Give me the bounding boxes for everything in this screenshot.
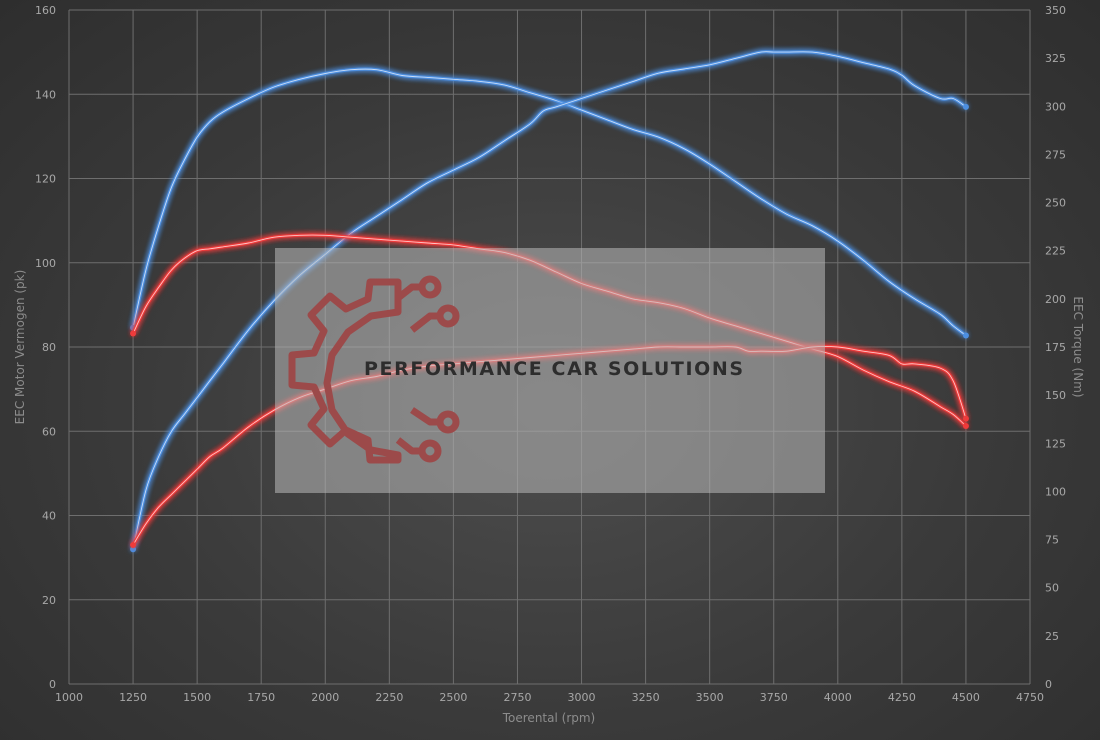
y-right-tick-label: 75 bbox=[1045, 534, 1059, 547]
y-left-tick-label: 0 bbox=[49, 678, 56, 691]
y-right-tick-label: 350 bbox=[1045, 4, 1066, 17]
x-tick-label: 2000 bbox=[311, 691, 339, 704]
series-start-point bbox=[130, 541, 137, 548]
y-right-tick-label: 250 bbox=[1045, 197, 1066, 210]
series bbox=[130, 50, 969, 553]
y-right-tick-label: 100 bbox=[1045, 485, 1066, 498]
series-end-point bbox=[962, 103, 969, 110]
y-axis-right-title: EEC Torque (Nm) bbox=[1071, 296, 1085, 397]
y-right-tick-label: 150 bbox=[1045, 389, 1066, 402]
y-right-tick-label: 225 bbox=[1045, 245, 1066, 258]
x-tick-label: 2250 bbox=[375, 691, 403, 704]
y-left-tick-label: 160 bbox=[35, 4, 56, 17]
series-end-point bbox=[962, 332, 969, 339]
x-tick-label: 1500 bbox=[183, 691, 211, 704]
y-right-tick-label: 200 bbox=[1045, 293, 1066, 306]
y-right-tick-label: 175 bbox=[1045, 341, 1066, 354]
y-right-tick-label: 125 bbox=[1045, 437, 1066, 450]
y-axis-right-ticks: 0 25 50 75 100 125 150 175 200 225 250 275 300 325 350 bbox=[1045, 4, 1066, 691]
y-right-tick-label: 275 bbox=[1045, 148, 1066, 161]
x-tick-label: 2500 bbox=[439, 691, 467, 704]
x-tick-label: 3750 bbox=[760, 691, 788, 704]
series-start-point bbox=[130, 546, 137, 553]
x-tick-label: 3250 bbox=[632, 691, 660, 704]
y-axis-left-ticks: 0 20 40 60 80 100 120 140 160 bbox=[35, 4, 56, 691]
x-tick-label: 1000 bbox=[55, 691, 83, 704]
series-line-1-highlight bbox=[132, 68, 967, 336]
x-tick-label: 3000 bbox=[568, 691, 596, 704]
y-left-tick-label: 100 bbox=[35, 257, 56, 270]
x-tick-label: 4500 bbox=[952, 691, 980, 704]
y-axis-left-title: EEC Motor Vermogen (pk) bbox=[13, 270, 27, 425]
y-left-tick-label: 40 bbox=[42, 510, 56, 523]
y-left-tick-label: 60 bbox=[42, 425, 56, 438]
gear-circuit-icon bbox=[288, 275, 460, 464]
series-line-2-highlight bbox=[132, 51, 967, 550]
y-left-tick-label: 140 bbox=[35, 88, 56, 101]
y-left-tick-label: 20 bbox=[42, 594, 56, 607]
series-end-point bbox=[962, 415, 969, 422]
x-tick-label: 4750 bbox=[1016, 691, 1044, 704]
x-tick-label: 4000 bbox=[824, 691, 852, 704]
y-left-tick-label: 80 bbox=[42, 341, 56, 354]
y-right-tick-label: 25 bbox=[1045, 630, 1059, 643]
y-left-tick-label: 120 bbox=[35, 173, 56, 186]
x-tick-label: 3500 bbox=[696, 691, 724, 704]
series-end-point bbox=[962, 422, 969, 429]
x-axis-title: Toerental (rpm) bbox=[502, 711, 595, 725]
x-axis-ticks: 1000 1250 1500 1750 2000 2250 2500 2750 3000 3250… bbox=[55, 691, 1044, 704]
series-start-point bbox=[130, 330, 137, 337]
y-right-tick-label: 0 bbox=[1045, 678, 1052, 691]
x-tick-label: 2750 bbox=[503, 691, 531, 704]
y-right-tick-label: 300 bbox=[1045, 100, 1066, 113]
watermark-logo: PERFORMANCE CAR SOLUTIONS bbox=[275, 248, 825, 493]
x-tick-label: 1750 bbox=[247, 691, 275, 704]
watermark-text: PERFORMANCE CAR SOLUTIONS bbox=[364, 358, 745, 380]
x-tick-label: 4250 bbox=[888, 691, 916, 704]
x-tick-label: 1250 bbox=[119, 691, 147, 704]
y-right-tick-label: 325 bbox=[1045, 52, 1066, 65]
y-right-tick-label: 50 bbox=[1045, 582, 1059, 595]
